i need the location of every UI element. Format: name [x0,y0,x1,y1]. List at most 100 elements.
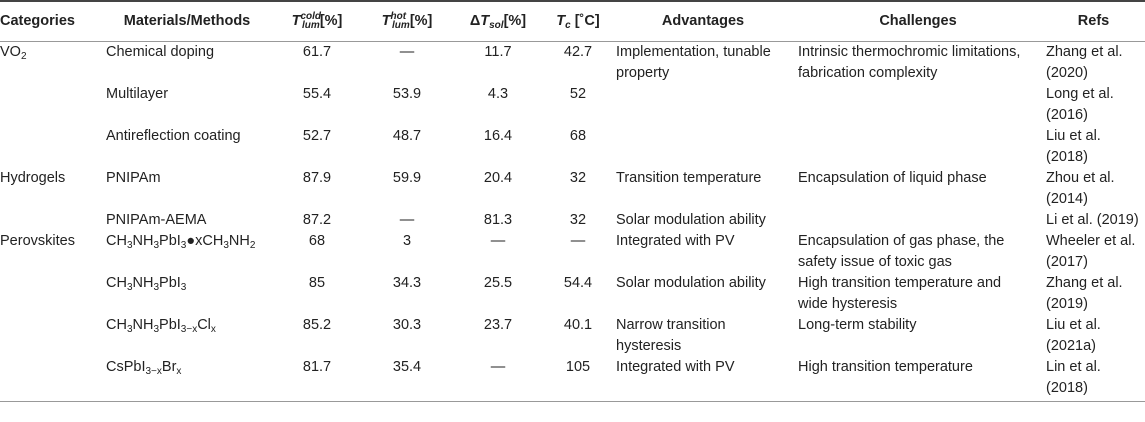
tc-cell: 105 [565,359,591,375]
delta-t-cell: 20.4 [483,170,513,186]
refs-cell: Li et al. (2019) [1046,212,1139,228]
material-cell: CH3NH3PbI3 [106,275,187,293]
advantages-cell: Integrated with PV [616,233,735,249]
advantages-cell: Solar modulation ability [616,212,766,228]
t-hot-cell: 30.3 [392,317,422,333]
challenges-cell: Encapsulation of liquid phase [798,170,987,186]
header-categories: Categories [0,1,102,42]
category-cell [0,273,102,315]
material-cell: CsPbI3−xBrx [106,359,182,377]
t-cold-cell: 87.9 [302,170,332,186]
header-tc: Tc [˚C] [544,1,612,42]
t-hot-cell: 59.9 [392,170,422,186]
advantages-cell: Solar modulation ability [616,275,766,291]
header-t-hot: Thotlum[%] [362,1,452,42]
category-cell [0,126,102,168]
table-row: VO2 Chemical doping 61.7 — 11.7 42.7 Implement… [0,42,1145,85]
t-hot-cell: 53.9 [392,86,422,102]
challenges-cell: Long-term stability [798,317,917,333]
header-delta-t: ΔTsol[%] [452,1,544,42]
t-cold-cell: 52.7 [302,128,332,144]
advantages-cell: Narrow transition hysteresis [616,317,726,354]
material-cell: CH3NH3PbI3−xClx [106,317,216,335]
table-row: CH3NH3PbI3−xClx 85.2 30.3 23.7 40.1 Narrow tr… [0,315,1145,357]
header-materials: Materials/Methods [102,1,272,42]
challenges-cell [794,126,1042,168]
refs-cell: Zhang et al. (2019) [1046,275,1123,312]
t-cold-cell: 55.4 [302,86,332,102]
delta-t-cell: 23.7 [483,317,513,333]
table-row: PNIPAm-AEMA 87.2 — 81.3 32 Solar modulation a… [0,210,1145,231]
advantages-cell [612,84,794,126]
material-cell: CH3NH3PbI3●xCH3NH2 [106,233,256,251]
refs-cell: Zhou et al. (2014) [1046,170,1115,207]
category-cell [0,357,102,402]
category-cell [0,210,102,231]
t-hot-cell: — [399,44,415,60]
advantages-cell [612,126,794,168]
material-cell: Multilayer [106,86,169,102]
delta-t-cell: 4.3 [487,86,509,102]
delta-t-cell: 81.3 [483,212,513,228]
refs-cell: Wheeler et al. (2017) [1046,233,1136,270]
material-cell: PNIPAm-AEMA [106,212,207,228]
challenges-cell: Encapsulation of gas phase, the safety is… [798,233,1005,270]
t-hot-cell: 48.7 [392,128,422,144]
refs-cell: Liu et al. (2021a) [1046,317,1101,354]
material-cell: Chemical doping [106,44,215,60]
tc-cell: — [570,233,586,249]
header-t-cold: Tcoldlum[%] [272,1,362,42]
t-hot-cell: 34.3 [392,275,422,291]
tc-cell: 32 [569,212,587,228]
delta-t-cell: 11.7 [484,44,512,60]
refs-cell: Long et al. (2016) [1046,86,1114,123]
challenges-cell: High transition temperature and wide hyst… [798,275,1002,312]
category-cell: Hydrogels [0,170,66,186]
t-hot-cell: 35.4 [392,359,422,375]
category-cell [0,315,102,357]
challenges-cell [794,84,1042,126]
header-refs: Refs [1042,1,1145,42]
t-cold-cell: 81.7 [302,359,332,375]
category-cell: Perovskites [0,233,75,249]
comparison-table: Categories Materials/Methods Tcoldlum[%]… [0,1,1145,402]
t-cold-cell: 61.7 [302,44,332,60]
tc-cell: 42.7 [563,44,593,60]
t-hot-cell: 3 [402,233,412,249]
table-row: Multilayer 55.4 53.9 4.3 52 Long et al. (2016) [0,84,1145,126]
challenges-cell: Intrinsic thermochromic limitations, fabr… [798,44,1021,81]
material-cell: PNIPAm [106,170,161,186]
tc-cell: 32 [569,170,587,186]
t-cold-cell: 85 [308,275,326,291]
category-cell [0,84,102,126]
t-cold-cell: 68 [308,233,326,249]
tc-cell: 40.1 [563,317,593,333]
table-row: Hydrogels PNIPAm 87.9 59.9 20.4 32 Transition … [0,168,1145,210]
t-cold-cell: 85.2 [302,317,332,333]
category-cell: VO2 [0,44,27,62]
delta-t-cell: — [490,233,506,249]
delta-t-cell: 16.4 [483,128,513,144]
advantages-cell: Integrated with PV [616,359,735,375]
header-challenges: Challenges [794,1,1042,42]
challenges-cell: High transition temperature [798,359,973,375]
header-advantages: Advantages [612,1,794,42]
delta-t-cell: 25.5 [483,275,513,291]
table-row: Perovskites CH3NH3PbI3●xCH3NH2 68 3 — — Integr… [0,231,1145,273]
refs-cell: Zhang et al. (2020) [1046,44,1123,81]
tc-cell: 68 [569,128,587,144]
advantages-cell: Transition temperature [616,170,762,186]
advantages-cell: Implementation, tunable property [616,44,771,81]
table-row: Antireflection coating 52.7 48.7 16.4 68 Liu … [0,126,1145,168]
material-cell: Antireflection coating [106,128,241,144]
challenges-cell [794,210,1042,231]
delta-t-cell: — [490,359,506,375]
header-row: Categories Materials/Methods Tcoldlum[%]… [0,1,1145,42]
tc-cell: 52 [569,86,587,102]
refs-cell: Lin et al. (2018) [1046,359,1101,396]
tc-cell: 54.4 [563,275,593,291]
table-row: CsPbI3−xBrx 81.7 35.4 — 105 Integrated with P… [0,357,1145,402]
t-cold-cell: 87.2 [302,212,332,228]
table-row: CH3NH3PbI3 85 34.3 25.5 54.4 Solar modulation… [0,273,1145,315]
refs-cell: Liu et al. (2018) [1046,128,1101,165]
